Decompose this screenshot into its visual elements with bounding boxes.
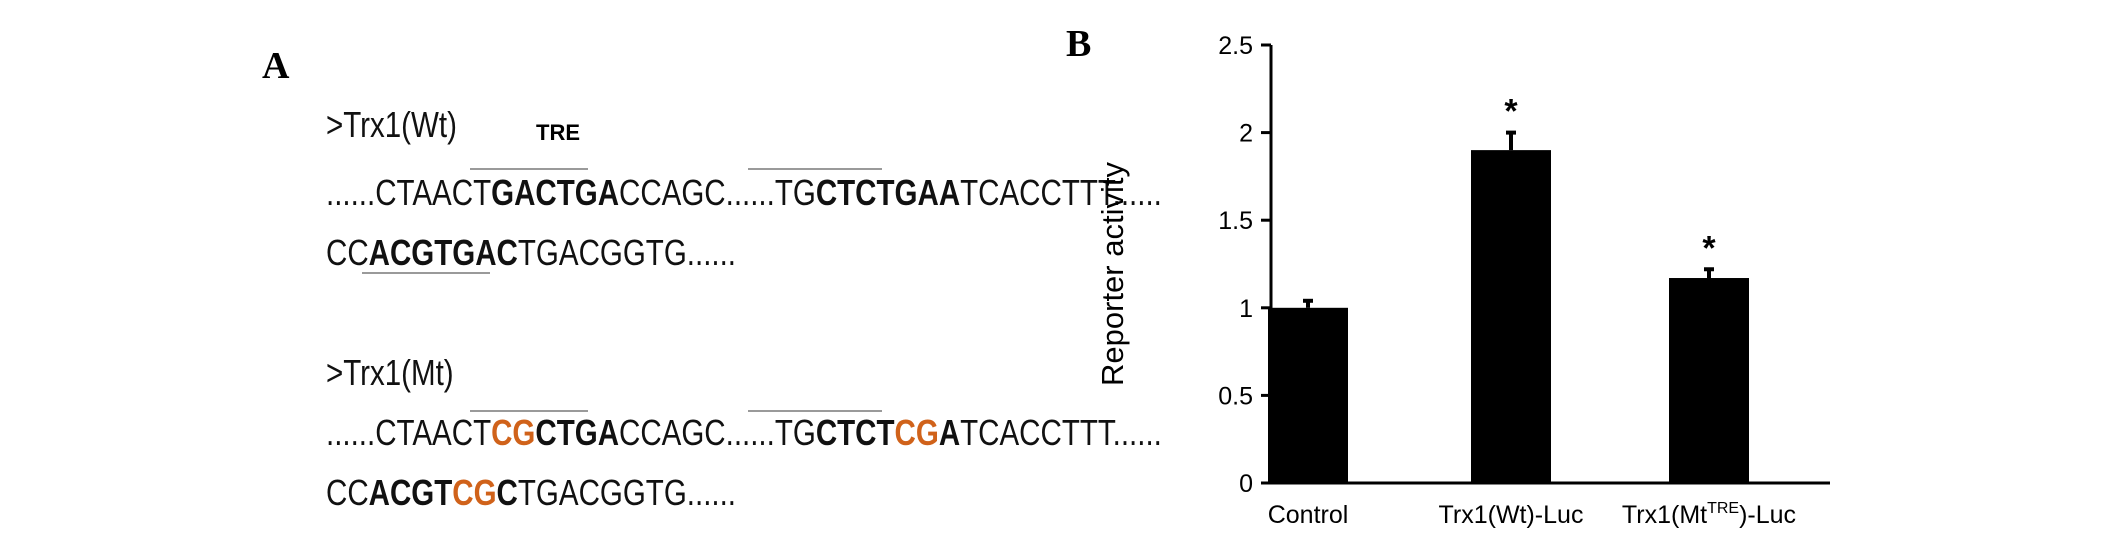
tre-motif-bases: GACTGA xyxy=(491,172,620,213)
tre-motif-bases: A xyxy=(938,412,961,453)
mutated-bases: CG xyxy=(491,412,536,453)
significance-marker: * xyxy=(1702,229,1716,267)
mt-tre-underline-2 xyxy=(748,410,882,412)
sequence-segment: ......CTAACT xyxy=(326,412,492,453)
wt-sequence-line-1: ......CTAACTGACTGACCAGC......TGCTCTGAATC… xyxy=(326,172,1162,214)
x-tick-label: Trx1(MtTRE)-Luc xyxy=(1622,500,1796,529)
mutated-bases: CG xyxy=(894,412,939,453)
y-tick-label: 2.5 xyxy=(1218,32,1253,60)
panel-a-label: A xyxy=(262,45,290,87)
x-tick-label: Trx1(Wt)-Luc xyxy=(1439,501,1584,529)
wt-tre-underline-2 xyxy=(748,168,882,170)
y-axis-label: Reporter activity xyxy=(1095,162,1130,386)
sequence-segment: CC xyxy=(326,472,369,513)
panel-b-label: B xyxy=(1066,23,1092,65)
sequence-segment: TCACCTTT...... xyxy=(960,172,1162,213)
bar xyxy=(1471,150,1551,483)
sequence-segment: CCAGC......TG xyxy=(619,412,816,453)
wt-sequence-name: >Trx1(Wt) xyxy=(326,104,457,145)
sequence-segment: CC xyxy=(326,232,369,273)
mt-sequence-line-2: CCACGTCGCTGACGGTG...... xyxy=(326,472,736,514)
y-tick-label: 1 xyxy=(1239,295,1253,323)
bar xyxy=(1268,307,1348,483)
y-tick-label: 1.5 xyxy=(1218,207,1253,235)
y-tick-label: 0 xyxy=(1239,470,1253,498)
tre-motif-bases: C xyxy=(496,472,518,513)
x-tick-label: Control xyxy=(1268,501,1349,529)
tre-label: TRE xyxy=(536,120,580,145)
wt-sequence-line-2: CCACGTGACTGACGGTG...... xyxy=(326,232,736,274)
reporter-activity-bar-chart: 0 0.5 1 1.5 2 2.5 Reporter activity Control * Trx… xyxy=(1095,32,1830,529)
bar xyxy=(1669,278,1749,483)
mt-sequence-line-1: ......CTAACTCGCTGACCAGC......TGCTCTCGATC… xyxy=(326,412,1162,454)
y-tick-label: 2 xyxy=(1239,120,1253,148)
significance-marker: * xyxy=(1504,93,1518,131)
wt-tre-underline-3 xyxy=(362,272,490,274)
tre-motif-bases: ACGT xyxy=(368,472,453,513)
sequence-segment: TCACCTTT...... xyxy=(960,412,1162,453)
tre-motif-bases: CTCTGAA xyxy=(815,172,961,213)
tre-motif-bases: CTCT xyxy=(815,412,895,453)
mt-tre-underline-1 xyxy=(470,410,588,412)
sequence-segment: CCAGC......TG xyxy=(619,172,816,213)
sequence-segment: ......CTAACT xyxy=(326,172,492,213)
mutated-bases: CG xyxy=(452,472,497,513)
tre-motif-bases: CTGA xyxy=(535,412,620,453)
mt-sequence-name: >Trx1(Mt) xyxy=(326,352,454,393)
tre-motif-bases: ACGTGAC xyxy=(368,232,518,273)
sequence-segment: TGACGGTG...... xyxy=(517,472,737,513)
sequence-segment: TGACGGTG...... xyxy=(517,232,737,273)
wt-tre-underline-1 xyxy=(470,168,588,170)
y-tick-label: 0.5 xyxy=(1218,382,1253,410)
